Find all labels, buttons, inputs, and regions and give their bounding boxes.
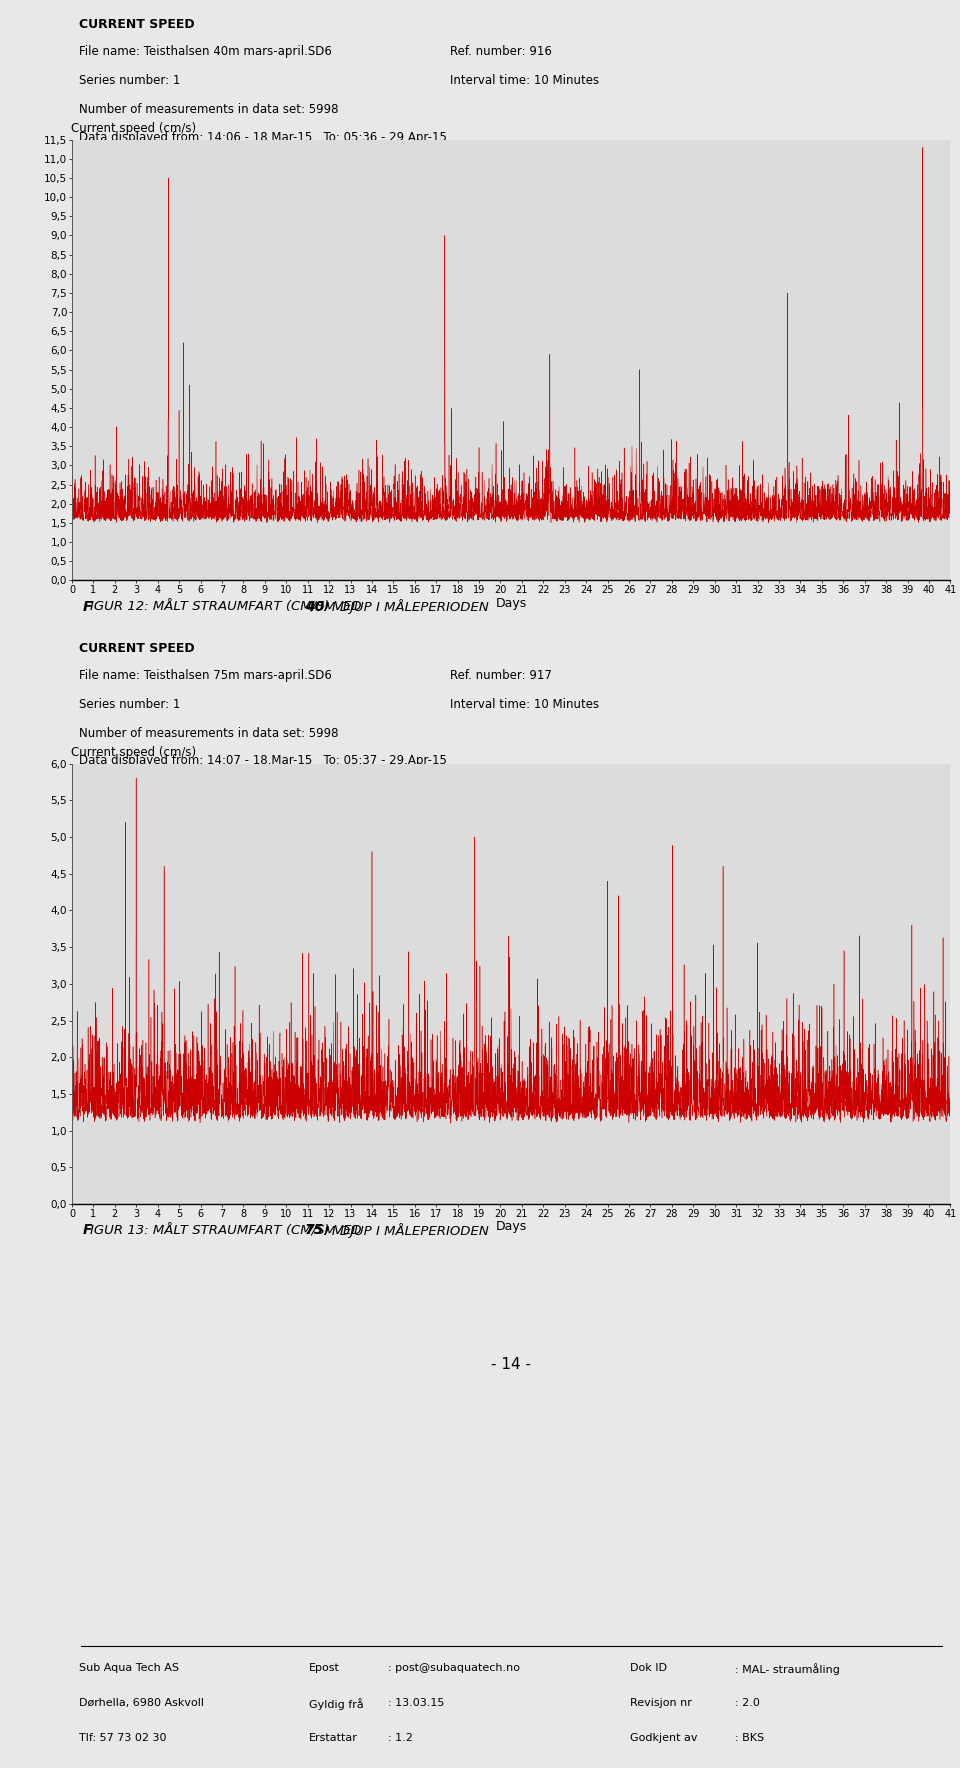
Text: Dok ID: Dok ID [630,1664,667,1673]
Text: : 2.0: : 2.0 [735,1699,760,1708]
Text: Sub Aqua Tech AS: Sub Aqua Tech AS [79,1664,179,1673]
Text: : 1.2: : 1.2 [388,1733,413,1743]
Text: Erstattar: Erstattar [309,1733,358,1743]
Text: : MAL- straumåling: : MAL- straumåling [735,1664,840,1674]
Text: Series number: 1: Series number: 1 [79,698,180,711]
Text: Data displayed from: 14:06 - 18.Mar-15   To: 05:36 - 29.Apr-15: Data displayed from: 14:06 - 18.Mar-15 T… [79,131,447,143]
Text: F: F [83,599,92,613]
Text: Data displayed from: 14:07 - 18.Mar-15   To: 05:37 - 29.Apr-15: Data displayed from: 14:07 - 18.Mar-15 T… [79,755,447,767]
Text: Dørhella, 6980 Askvoll: Dørhella, 6980 Askvoll [79,1699,204,1708]
Text: Gyldig frå: Gyldig frå [309,1699,364,1710]
Text: Current speed (cm/s): Current speed (cm/s) [71,122,196,136]
Text: Number of measurements in data set: 5998: Number of measurements in data set: 5998 [79,103,339,117]
Text: M DJUP I MÅLEPERIODEN: M DJUP I MÅLEPERIODEN [321,1223,490,1238]
Text: : post@subaquatech.no: : post@subaquatech.no [388,1664,520,1673]
Text: Godkjent av: Godkjent av [630,1733,697,1743]
Text: : BKS: : BKS [735,1733,764,1743]
Text: IGUR 13: MÅLT STRAUMFART (CM/S) VED: IGUR 13: MÅLT STRAUMFART (CM/S) VED [89,1223,366,1238]
Text: CURRENT SPEED: CURRENT SPEED [79,642,195,654]
Text: Current speed (cm/s): Current speed (cm/s) [71,746,196,758]
Text: Ref. number: 916: Ref. number: 916 [449,46,552,58]
Text: Interval time: 10 Minutes: Interval time: 10 Minutes [449,698,599,711]
Text: IGUR 12: MÅLT STRAUMFART (CM/S) VED: IGUR 12: MÅLT STRAUMFART (CM/S) VED [89,599,366,613]
Text: F: F [83,1223,92,1238]
Text: Series number: 1: Series number: 1 [79,74,180,87]
Text: Epost: Epost [309,1664,340,1673]
Text: Interval time: 10 Minutes: Interval time: 10 Minutes [449,74,599,87]
X-axis label: Days: Days [495,596,527,610]
Text: File name: Teisthalsen 40m mars-april.SD6: File name: Teisthalsen 40m mars-april.SD… [79,46,332,58]
Text: Tlf: 57 73 02 30: Tlf: 57 73 02 30 [79,1733,166,1743]
Text: File name: Teisthalsen 75m mars-april.SD6: File name: Teisthalsen 75m mars-april.SD… [79,670,332,682]
Text: - 14 -: - 14 - [492,1358,531,1372]
Text: CURRENT SPEED: CURRENT SPEED [79,18,195,32]
Text: M DJUP I MÅLEPERIODEN: M DJUP I MÅLEPERIODEN [321,599,490,613]
Text: Number of measurements in data set: 5998: Number of measurements in data set: 5998 [79,727,339,739]
Text: 75: 75 [304,1223,324,1238]
Text: 40: 40 [304,599,324,613]
X-axis label: Days: Days [495,1220,527,1234]
Text: Ref. number: 917: Ref. number: 917 [449,670,552,682]
Text: : 13.03.15: : 13.03.15 [388,1699,444,1708]
Text: Revisjon nr: Revisjon nr [630,1699,691,1708]
